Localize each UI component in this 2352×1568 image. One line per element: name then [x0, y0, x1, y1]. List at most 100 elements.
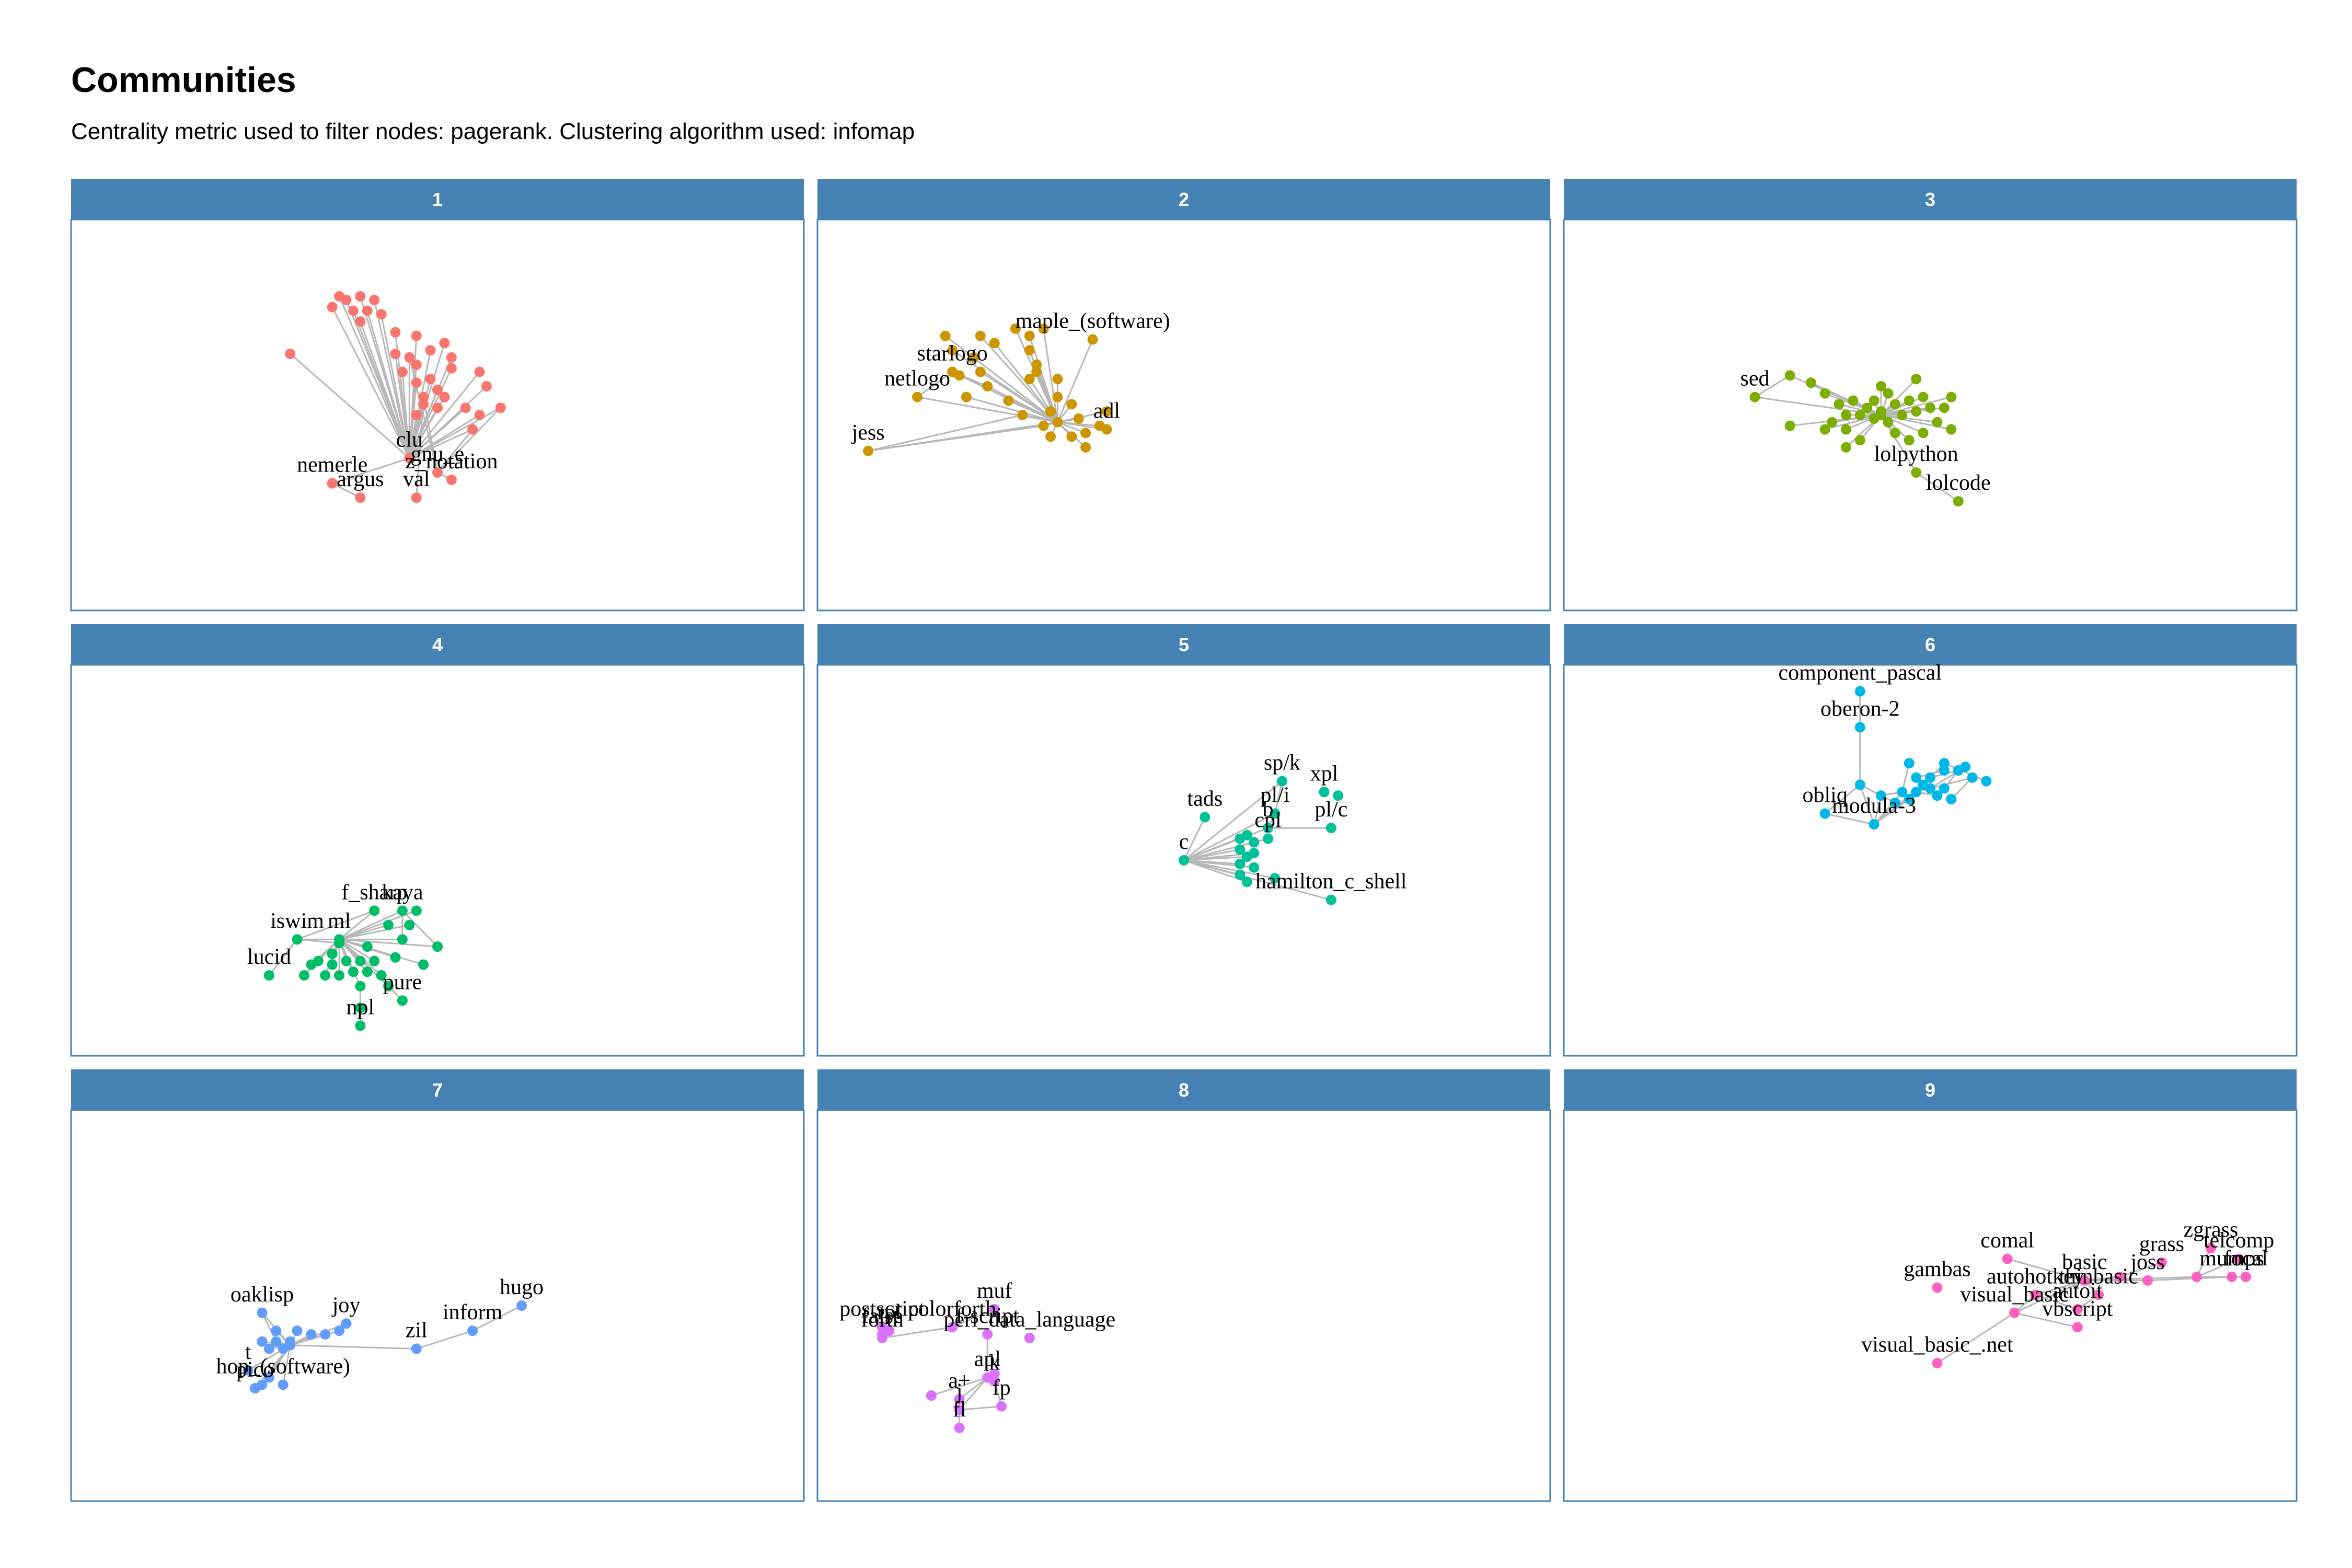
network-node [1911, 772, 1922, 783]
node-label: f_sharp [341, 880, 407, 904]
node-label: modula-3 [1832, 794, 1916, 818]
network-node [1946, 391, 1957, 402]
network-node [1031, 359, 1042, 370]
network-node [1087, 334, 1098, 345]
facet-panel-border [1563, 218, 2298, 612]
network-edge [952, 1308, 995, 1328]
node-label: val [403, 467, 430, 491]
chart-subtitle: Centrality metric used to filter nodes: … [71, 119, 915, 144]
facet-strip-label: 5 [1179, 634, 1189, 655]
network-node [263, 1372, 274, 1383]
facet-strip-label: 4 [432, 634, 443, 655]
network-node [271, 1325, 282, 1336]
node-label: adl [1093, 399, 1120, 423]
network-node [940, 330, 951, 341]
network-node [1883, 388, 1894, 399]
network-node [1249, 837, 1260, 848]
network-node [947, 1322, 958, 1333]
network-edge [1043, 328, 1058, 422]
network-node [299, 970, 310, 981]
network-edge [1916, 471, 1959, 502]
network-node [390, 327, 401, 338]
network-node [1819, 424, 1830, 435]
facet-panel-3: 3 sed lolpython lolcode [1563, 179, 2298, 612]
node-group [263, 905, 443, 1031]
network-node [989, 1304, 1000, 1315]
node-label: pure [383, 970, 422, 994]
node-label: xpl [1310, 762, 1339, 786]
network-node [1904, 395, 1915, 406]
network-edge [1936, 1312, 2015, 1364]
node-label: kaya [382, 880, 423, 904]
network-node [1241, 877, 1252, 887]
network-node [467, 1325, 478, 1336]
node-group [285, 291, 506, 503]
network-edge [952, 349, 1058, 423]
node-label: focal [2224, 1247, 2268, 1271]
network-node [1946, 424, 1957, 435]
node-label: a+ [948, 1369, 970, 1393]
network-edge [1944, 762, 1987, 782]
network-node [1904, 758, 1915, 769]
network-node [1066, 431, 1077, 442]
node-label: telcomp [2204, 1229, 2274, 1253]
network-edge [401, 372, 410, 458]
network-edge [868, 414, 1023, 452]
network-node [404, 919, 415, 930]
network-edge [959, 1405, 1002, 1411]
network-node [411, 410, 422, 420]
network-edge [917, 371, 953, 398]
network-node [884, 1325, 895, 1336]
network-node [954, 1393, 965, 1404]
node-label: npl [347, 995, 375, 1019]
node-label: hop_(software) [216, 1354, 350, 1378]
network-node [355, 1002, 366, 1013]
network-node [362, 305, 373, 316]
network-node [460, 402, 471, 413]
network-node [257, 1336, 268, 1347]
node-label: sed [1740, 367, 1770, 391]
network-node [327, 948, 338, 959]
network-node [1805, 377, 1816, 388]
network-node [1073, 413, 1084, 424]
node-label: netlogo [884, 367, 950, 391]
node-label: f-script [956, 1304, 1020, 1328]
network-edge [1057, 339, 1093, 423]
node-label: false [861, 1304, 903, 1328]
network-edge [339, 938, 438, 948]
network-node [1869, 395, 1880, 406]
network-node [1241, 829, 1252, 840]
network-edge [1183, 859, 1275, 879]
network-edge [1824, 784, 1861, 814]
network-node [327, 302, 338, 313]
network-node [369, 955, 380, 966]
network-node [334, 970, 345, 981]
network-node [439, 338, 450, 349]
node-label: basic [2062, 1250, 2107, 1274]
network-node [1925, 783, 1935, 794]
network-node [474, 366, 485, 377]
network-node [432, 467, 443, 478]
network-node [1784, 370, 1795, 381]
network-node [243, 1365, 253, 1376]
network-node [390, 952, 401, 963]
network-node [1052, 391, 1063, 402]
facet-panel-border [70, 664, 805, 1057]
node-label: lolpython [1874, 442, 1958, 466]
network-node [1235, 858, 1246, 869]
network-node [411, 377, 422, 388]
node-label: mumps [2199, 1247, 2264, 1271]
network-edge [2035, 1279, 2085, 1296]
network-edge [436, 429, 474, 474]
node-label: fl [953, 1398, 966, 1422]
node-group [1749, 370, 1964, 507]
network-edge [408, 357, 453, 459]
network-node [1200, 812, 1210, 823]
network-node [1911, 787, 1922, 798]
network-node [947, 345, 958, 356]
facet-strip [1564, 1069, 2297, 1110]
network-node [2142, 1275, 2153, 1286]
network-node [2009, 1307, 2020, 1318]
